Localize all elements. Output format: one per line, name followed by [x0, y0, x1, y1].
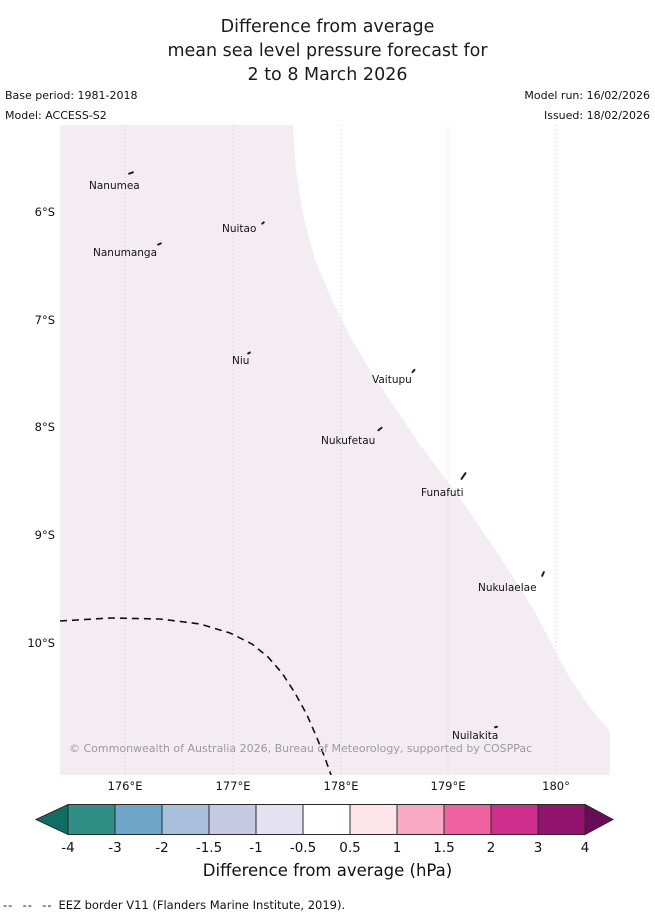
colorbar-left-arrow [34, 803, 69, 836]
lon-tick-label: 176°E [107, 779, 143, 793]
colorbar-segment [537, 804, 586, 835]
island-label: Nuilakita [452, 730, 499, 742]
colorbar-ticks: -4 -3 -2 -1.5 -1 -0.5 0.5 1 1.5 2 3 4 [0, 840, 655, 858]
colorbar-segment [349, 804, 398, 835]
neutral-pressure-region [293, 125, 610, 732]
colorbar-tick-label: 1 [392, 840, 402, 856]
colorbar-tick-label: -0.5 [289, 840, 317, 856]
map-area: Nanumea Nuitao Nanumanga Niu Vaitupu Nukufeta… [60, 125, 610, 775]
colorbar-segment [443, 804, 492, 835]
colorbar-tick-label: -4 [61, 840, 75, 856]
colorbar-svg [34, 803, 615, 836]
lat-tick-label: 8°S [34, 420, 55, 434]
lat-tick-label: 9°S [34, 528, 55, 542]
lon-axis: 176°E 177°E 178°E 179°E 180° [0, 779, 655, 795]
island-label: Funafuti [421, 487, 464, 499]
island-marker [377, 426, 383, 432]
model-metadata-left: Base period: 1981-2018 Model: ACCESS-S2 [5, 86, 137, 125]
lat-tick-label: 6°S [34, 205, 55, 219]
colorbar-tick-label: 0.5 [339, 840, 361, 856]
lat-tick-label: 10°S [27, 636, 55, 650]
island-marker [460, 471, 467, 481]
title-line-3: 2 to 8 March 2026 [247, 65, 408, 85]
eez-note-text: EEZ border V11 (Flanders Marine Institut… [58, 898, 346, 912]
colorbar-segment [302, 804, 351, 835]
colorbar-tick-label: 4 [580, 840, 590, 856]
colorbar-segment [161, 804, 210, 835]
colorbar-tick-label: 3 [533, 840, 543, 856]
colorbar-title: Difference from average (hPa) [202, 861, 453, 880]
model-run-text: Model run: 16/02/2026 [524, 89, 650, 102]
island-layer: Nanumea Nuitao Nanumanga Niu Vaitupu Nukufeta… [60, 125, 610, 775]
model-name-text: Model: ACCESS-S2 [5, 108, 107, 122]
colorbar-tick-label: 1.5 [433, 840, 455, 856]
island-label: Nukulaelae [478, 582, 537, 594]
island-label: Nanumanga [93, 247, 158, 259]
colorbar-tick-label: -3 [108, 840, 122, 856]
island-label: Nukufetau [321, 435, 376, 447]
figure-title: Difference from average mean sea level p… [0, 15, 655, 87]
colorbar-tick-label: -1 [249, 840, 263, 856]
colorbar-segment [255, 804, 304, 835]
issued-text: Issued: 18/02/2026 [543, 108, 650, 122]
title-line-2: mean sea level pressure forecast for [167, 41, 488, 61]
eez-border-line [60, 617, 332, 775]
colorbar-segment [67, 804, 116, 835]
island-marker [411, 368, 416, 374]
island-marker [493, 725, 499, 729]
lat-tick-label: 7°S [34, 313, 55, 327]
title-line-1: Difference from average [220, 17, 435, 37]
lon-tick-label: 180° [542, 779, 570, 793]
island-label: Vaitupu [372, 374, 412, 386]
base-period-text: Base period: 1981-2018 [5, 89, 138, 102]
island-marker [260, 220, 266, 226]
colorbar-tick-label: -2 [155, 840, 169, 856]
copyright-text: © Commonwealth of Australia 2026, Bureau… [69, 742, 533, 755]
colorbar-segment [114, 804, 163, 835]
lon-tick-label: 178°E [323, 779, 359, 793]
island-label: Niu [232, 355, 250, 367]
colorbar-segment [396, 804, 445, 835]
lon-tick-label: 177°E [215, 779, 251, 793]
island-label: Nanumea [89, 180, 140, 192]
model-metadata-right: Model run: 16/02/2026 Issued: 18/02/2026 [524, 86, 650, 125]
colorbar-segment [208, 804, 257, 835]
island-label: Nuitao [222, 223, 257, 235]
eez-dash-symbol: -- -- -- [3, 898, 53, 912]
colorbar-tick-label: -1.5 [195, 840, 223, 856]
longitude-gridlines [124, 125, 557, 775]
map-plot [60, 125, 610, 775]
island-marker [127, 171, 135, 175]
island-marker [540, 570, 546, 578]
lat-axis: 6°S 7°S 8°S 9°S 10°S [0, 0, 55, 919]
colorbar-segment [490, 804, 539, 835]
colorbar-right-arrow [584, 803, 615, 836]
colorbar-tick-label: 2 [486, 840, 496, 856]
island-marker [156, 242, 163, 246]
lon-tick-label: 179°E [430, 779, 466, 793]
eez-legend: -- -- -- EEZ border V11 (Flanders Marine … [3, 898, 345, 912]
